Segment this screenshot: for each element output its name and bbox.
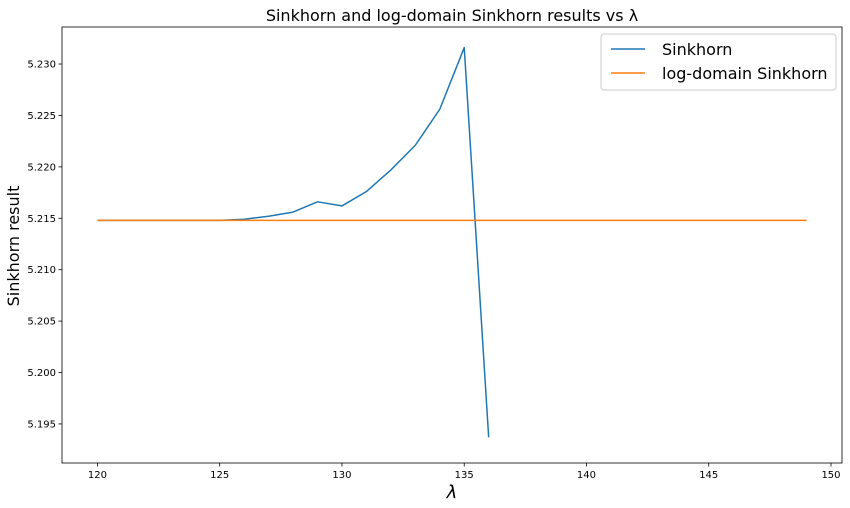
legend-box <box>600 33 837 91</box>
y-tick-label: 5.195 <box>27 419 56 430</box>
legend-label-2: log-domain Sinkhorn <box>662 64 828 83</box>
x-tick-label: 135 <box>455 470 474 481</box>
x-tick-label: 130 <box>332 470 351 481</box>
y-tick-label: 5.220 <box>27 162 56 173</box>
y-axis-title: Sinkhorn result <box>4 186 23 307</box>
x-tick-label: 145 <box>699 470 718 481</box>
chart-title: Sinkhorn and log-domain Sinkhorn results… <box>266 6 638 25</box>
legend-label-1: Sinkhorn <box>662 40 732 59</box>
y-tick-label: 5.215 <box>27 214 56 225</box>
y-tick-label: 5.205 <box>27 317 56 328</box>
y-tick-label: 5.210 <box>27 265 56 276</box>
legend: Sinkhorn log-domain Sinkhorn <box>600 33 837 91</box>
y-tick-label: 5.200 <box>27 368 56 379</box>
plot-area: 120 125 130 135 140 145 150 5.195 5.200 5.205 5.21… <box>27 26 843 481</box>
x-tick-label: 125 <box>210 470 229 481</box>
x-axis-title: λ <box>446 482 458 503</box>
y-tick-label: 5.225 <box>27 111 56 122</box>
series-line-1 <box>97 46 490 438</box>
x-tick-label: 140 <box>577 470 596 481</box>
x-tick-label: 150 <box>821 470 840 481</box>
plot-frame <box>61 26 843 464</box>
x-tick-label: 120 <box>88 470 107 481</box>
y-tick-label: 5.230 <box>27 60 56 71</box>
